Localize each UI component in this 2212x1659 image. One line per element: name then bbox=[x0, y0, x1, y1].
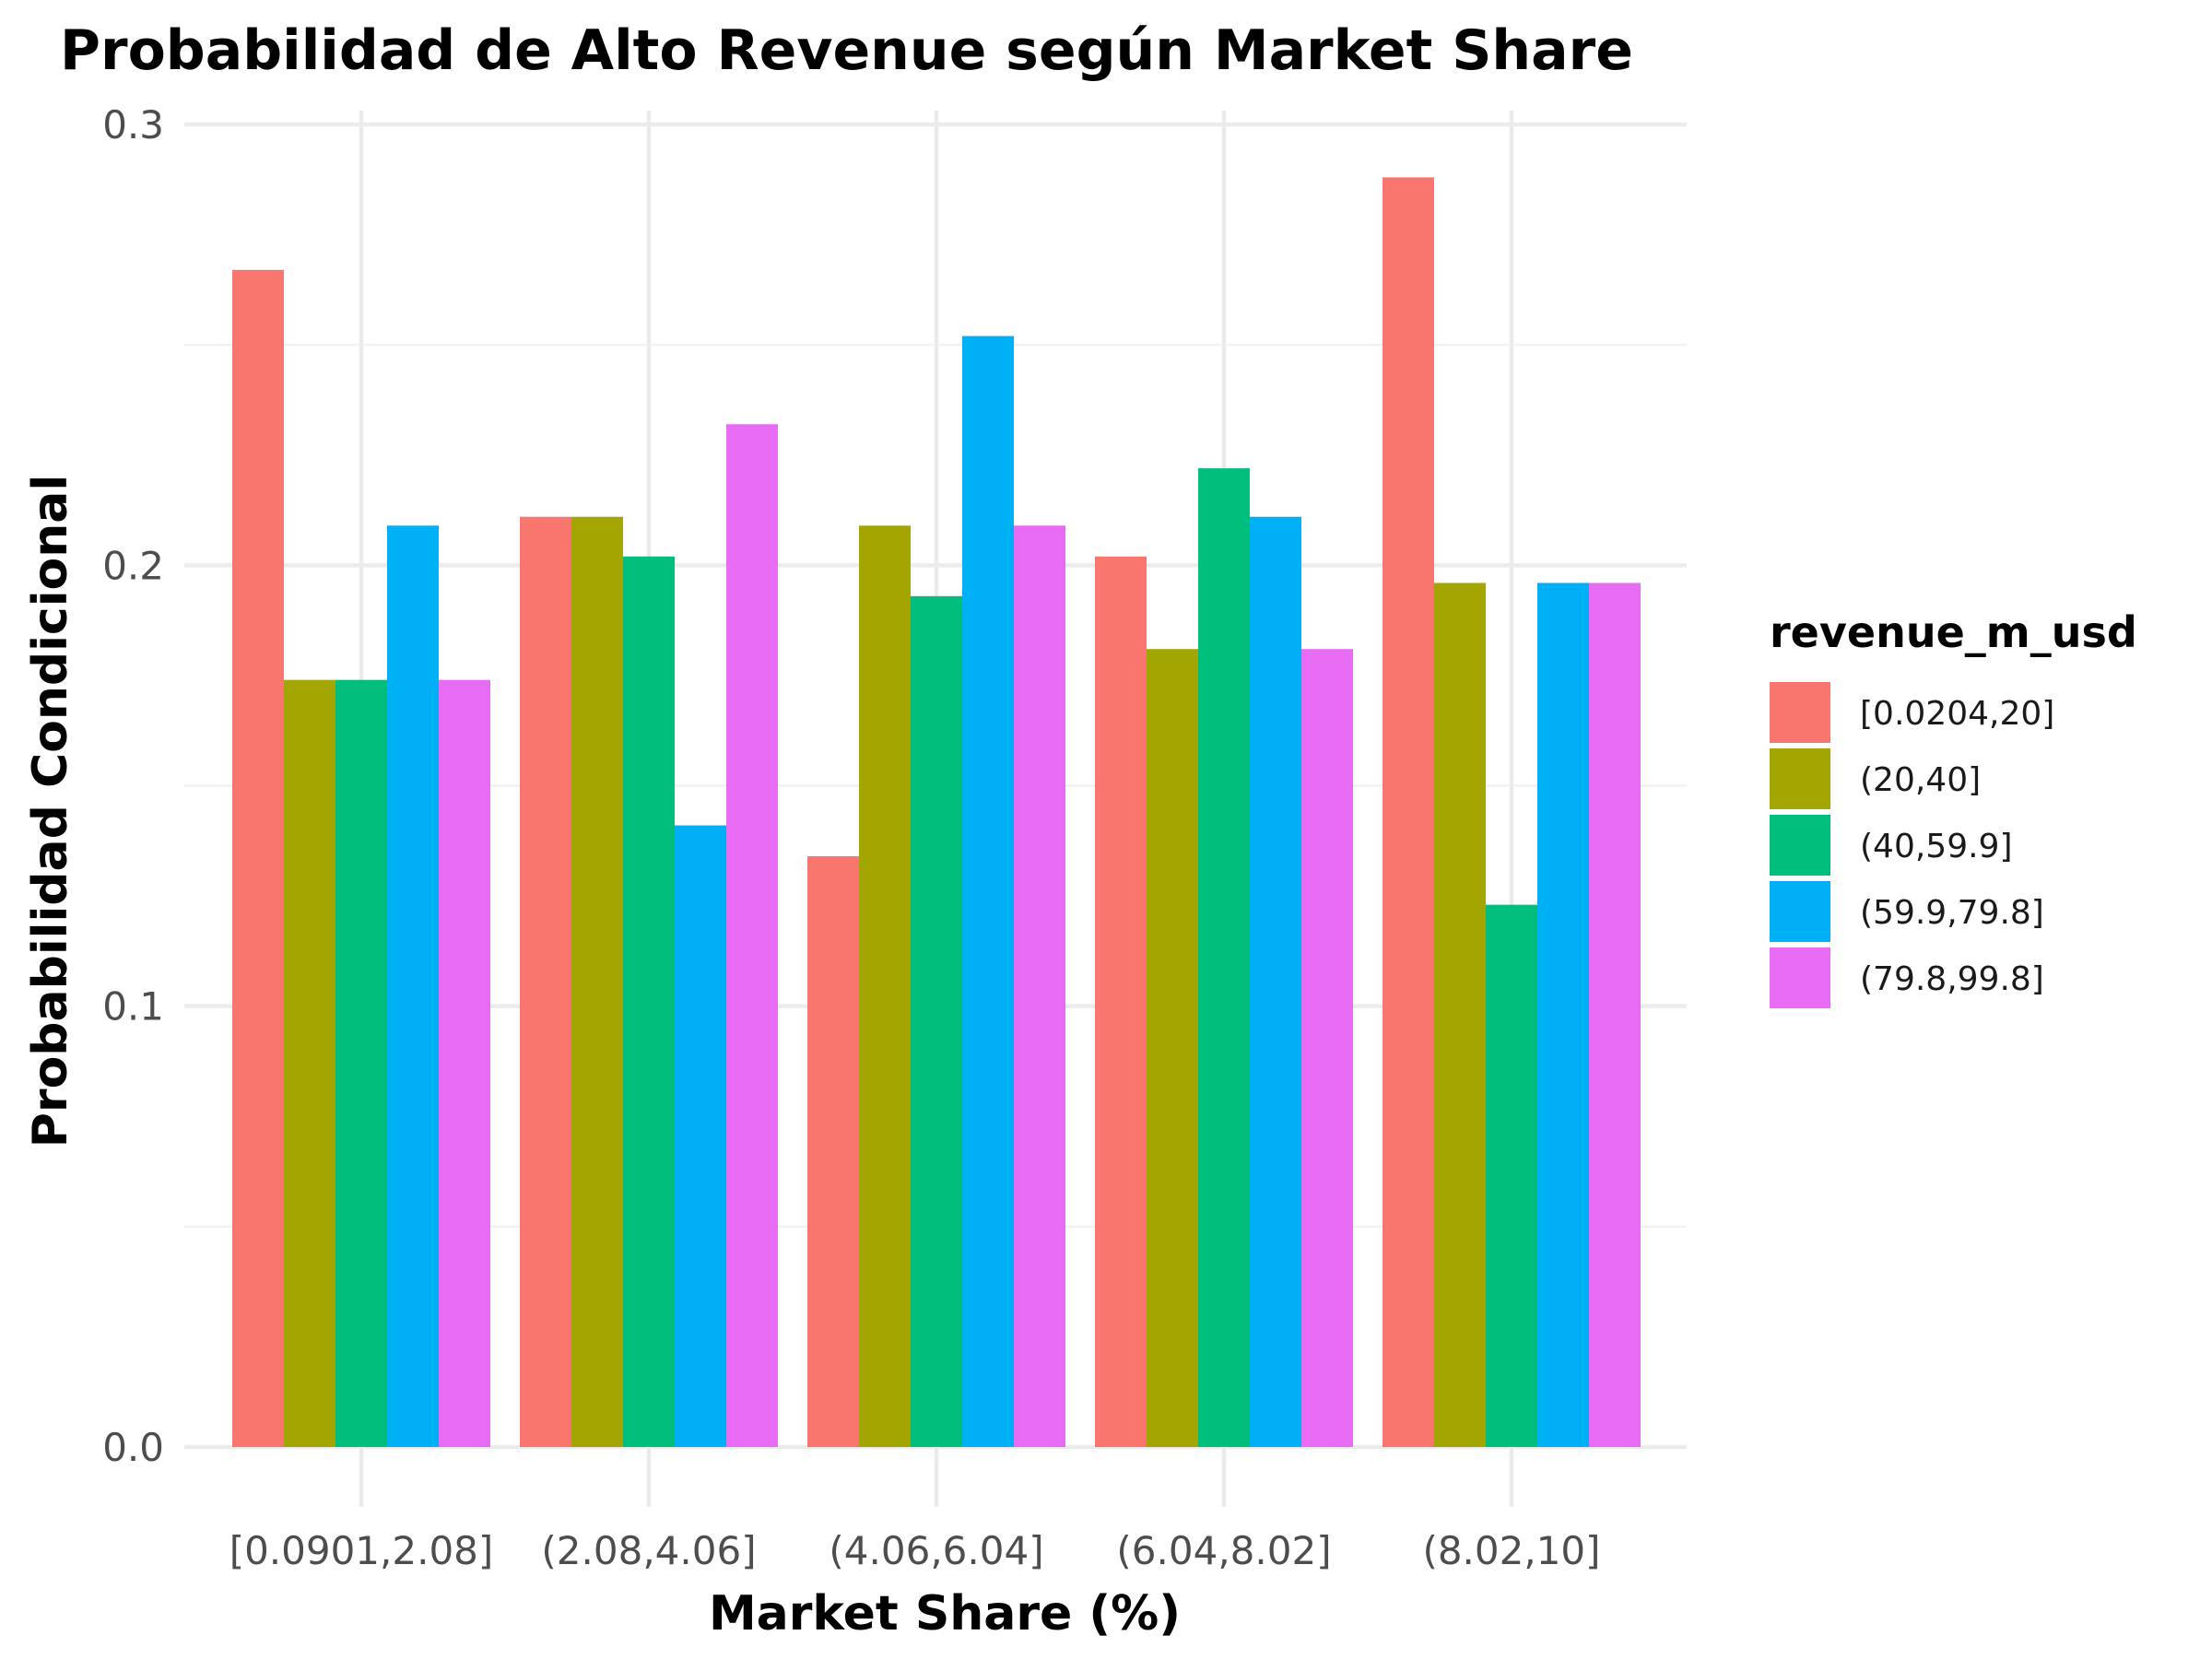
bar bbox=[439, 679, 490, 1447]
bar bbox=[1095, 556, 1147, 1447]
chart-title: Probabilidad de Alto Revenue según Marke… bbox=[60, 18, 1633, 83]
bar bbox=[284, 679, 335, 1447]
bar bbox=[1537, 582, 1589, 1447]
bar bbox=[911, 595, 962, 1447]
bar bbox=[675, 825, 726, 1447]
y-tick-label: 0.1 bbox=[102, 984, 164, 1030]
bar bbox=[1250, 516, 1301, 1447]
bar bbox=[1198, 468, 1250, 1448]
legend-swatch bbox=[1770, 815, 1830, 876]
bar bbox=[859, 525, 911, 1447]
x-tick-label: [0.0901,2.08] bbox=[229, 1528, 494, 1573]
x-tick-label: (4.06,6.04] bbox=[829, 1528, 1043, 1573]
legend-title: revenue_m_usd bbox=[1770, 607, 2137, 657]
x-tick-label: (2.08,4.06] bbox=[541, 1528, 756, 1573]
bar bbox=[520, 516, 571, 1447]
x-axis-title: Market Share (%) bbox=[709, 1586, 1181, 1641]
bar bbox=[1301, 649, 1353, 1447]
bar bbox=[387, 525, 439, 1447]
bar bbox=[571, 516, 623, 1447]
bar bbox=[1147, 649, 1198, 1447]
bars bbox=[232, 177, 1641, 1448]
legend-swatch bbox=[1770, 748, 1830, 809]
legend-label: (59.9,79.8] bbox=[1860, 894, 2044, 932]
legend-label: (40,59.9] bbox=[1860, 828, 2013, 865]
legend-swatch bbox=[1770, 682, 1830, 743]
x-tick-label: (6.04,8.02] bbox=[1116, 1528, 1331, 1573]
legend-label: (20,40] bbox=[1860, 761, 1981, 799]
legend-label: [0.0204,20] bbox=[1860, 695, 2054, 733]
bar bbox=[335, 679, 387, 1447]
bar bbox=[962, 335, 1014, 1448]
y-tick-label: 0.3 bbox=[102, 102, 164, 147]
bar bbox=[807, 856, 859, 1447]
bar bbox=[726, 424, 778, 1448]
bar bbox=[1486, 904, 1537, 1447]
legend-swatch bbox=[1770, 947, 1830, 1008]
bar bbox=[623, 556, 675, 1447]
x-tick-label: (8.02,10] bbox=[1422, 1528, 1600, 1573]
bar bbox=[232, 269, 284, 1448]
y-tick-label: 0.2 bbox=[102, 543, 164, 588]
x-axis-ticks: [0.0901,2.08] (2.08,4.06] (4.06,6.04] (6.04… bbox=[229, 1528, 1601, 1573]
legend-label: (79.8,99.8] bbox=[1860, 960, 2044, 998]
bar bbox=[1014, 525, 1065, 1447]
legend-swatch bbox=[1770, 881, 1830, 942]
legend: revenue_m_usd [0.0204,20] (20,40] (40,59.9… bbox=[1770, 607, 2137, 1008]
bar bbox=[1589, 582, 1641, 1447]
bar bbox=[1434, 582, 1486, 1447]
y-tick-label: 0.0 bbox=[102, 1425, 164, 1470]
y-axis-title: Probabilidad Condicional bbox=[23, 475, 78, 1147]
y-axis-ticks: 0.0 0.1 0.2 0.3 bbox=[102, 102, 164, 1470]
bar bbox=[1382, 177, 1434, 1447]
